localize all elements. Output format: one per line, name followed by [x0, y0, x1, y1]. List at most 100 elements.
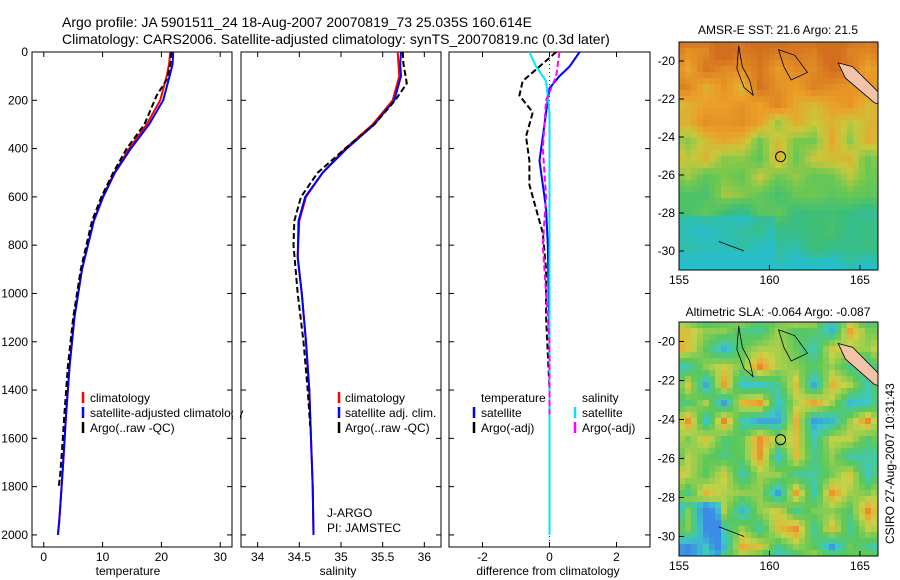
map-cell: [679, 514, 686, 521]
map-cell: [817, 322, 824, 329]
map-cell: [829, 240, 836, 247]
map-cell: [739, 322, 746, 329]
map-cell: [811, 78, 818, 85]
map-cell: [727, 544, 734, 551]
map-cell: [829, 246, 836, 253]
map-cell: [859, 144, 866, 151]
map-cell: [829, 346, 836, 353]
map-cell: [781, 502, 788, 509]
map-cell: [793, 382, 800, 389]
map-cell: [709, 544, 716, 551]
map-cell: [781, 538, 788, 545]
map-cell: [757, 436, 764, 443]
map-cell: [715, 490, 722, 497]
map-cell: [721, 186, 728, 193]
map-cell: [733, 538, 740, 545]
map-cell: [853, 532, 860, 539]
map-cell: [691, 246, 698, 253]
map-cell: [751, 102, 758, 109]
map-cell: [709, 346, 716, 353]
map-cell: [865, 352, 872, 359]
map-cell: [793, 388, 800, 395]
map-cell: [727, 502, 734, 509]
map-cell: [865, 490, 872, 497]
map-cell: [721, 48, 728, 55]
sst-map-frame: [678, 41, 879, 271]
map-cell: [871, 388, 878, 395]
map-cell: [685, 216, 692, 223]
map-cell: [745, 96, 752, 103]
map-cell: [835, 334, 842, 341]
map-cell: [799, 388, 806, 395]
map-cell: [817, 138, 824, 145]
map-cell: [829, 216, 836, 223]
map-cell: [859, 478, 866, 485]
map-cell: [727, 352, 734, 359]
map-cell: [847, 484, 854, 491]
y-tick-label: -26: [658, 168, 676, 182]
map-cell: [865, 60, 872, 67]
map-cell: [805, 370, 812, 377]
map-cell: [679, 162, 686, 169]
map-cell: [811, 394, 818, 401]
map-cell: [805, 192, 812, 199]
map-cell: [703, 322, 710, 329]
map-cell: [721, 174, 728, 181]
map-cell: [679, 78, 686, 85]
map-cell: [871, 460, 878, 467]
map-cell: [871, 502, 878, 509]
map-cell: [841, 42, 848, 49]
map-cell: [805, 388, 812, 395]
map-cell: [841, 526, 848, 533]
map-cell: [775, 114, 782, 121]
map-cell: [787, 174, 794, 181]
map-cell: [865, 478, 872, 485]
map-cell: [685, 96, 692, 103]
map-cell: [769, 114, 776, 121]
map-cell: [829, 508, 836, 515]
map-cell: [805, 48, 812, 55]
argo-position-marker: [775, 151, 787, 163]
map-cell: [781, 460, 788, 467]
map-cell: [691, 114, 698, 121]
map-cell: [853, 210, 860, 217]
map-cell: [715, 72, 722, 79]
map-cell: [769, 430, 776, 437]
map-cell: [739, 532, 746, 539]
map-cell: [859, 246, 866, 253]
map-cell: [691, 258, 698, 265]
map-cell: [781, 382, 788, 389]
map-cell: [835, 156, 842, 163]
map-cell: [865, 66, 872, 73]
map-cell: [835, 550, 842, 556]
map-cell: [817, 424, 824, 431]
map-cell: [739, 370, 746, 377]
map-cell: [865, 406, 872, 413]
map-cell: [769, 78, 776, 85]
map-cell: [685, 472, 692, 479]
map-cell: [715, 210, 722, 217]
map-cell: [787, 550, 794, 556]
map-cell: [739, 544, 746, 551]
map-cell: [781, 240, 788, 247]
map-cell: [841, 168, 848, 175]
map-cell: [715, 156, 722, 163]
map-cell: [817, 340, 824, 347]
map-cell: [847, 96, 854, 103]
map-cell: [709, 490, 716, 497]
map-cell: [781, 204, 788, 211]
map-cell: [805, 478, 812, 485]
map-cell: [793, 460, 800, 467]
map-cell: [841, 234, 848, 241]
map-cell: [847, 466, 854, 473]
map-cell: [787, 370, 794, 377]
map-cell: [745, 454, 752, 461]
map-cell: [871, 472, 878, 479]
map-cell: [829, 532, 836, 539]
map-cell: [691, 180, 698, 187]
map-cell: [727, 180, 734, 187]
map-cell: [739, 216, 746, 223]
map-cell: [727, 258, 734, 265]
map-cell: [853, 376, 860, 383]
map-cell: [721, 544, 728, 551]
